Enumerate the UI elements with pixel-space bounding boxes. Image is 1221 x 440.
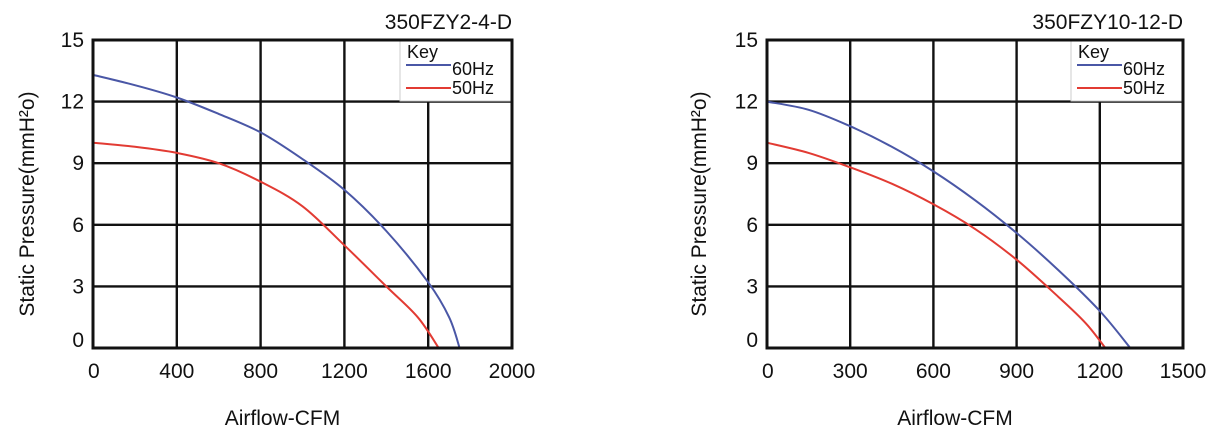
y-tick-label: 6 <box>746 214 758 237</box>
x-axis-label: Airflow-CFM <box>897 407 1013 430</box>
x-tick-label: 600 <box>916 360 951 383</box>
plot-frame <box>765 38 1185 350</box>
series-line-50hz <box>92 141 440 349</box>
legend-title: Key <box>1078 42 1109 62</box>
legend-label-50hz: 50Hz <box>1123 78 1165 98</box>
series-line-60hz <box>92 73 461 349</box>
y-tick-label: 6 <box>72 214 84 237</box>
x-tick-label: 400 <box>159 360 194 383</box>
x-tick-label: 300 <box>833 360 868 383</box>
y-tick-label: 12 <box>735 91 758 114</box>
legend-label-50hz: 50Hz <box>452 78 494 98</box>
y-tick-label: 12 <box>61 91 84 114</box>
y-tick-label: 0 <box>72 329 84 352</box>
y-tick-label: 3 <box>746 275 758 298</box>
y-tick-label: 3 <box>72 275 84 298</box>
x-tick-label: 1600 <box>405 360 452 383</box>
chart-title: 350FZY10-12-D <box>1032 11 1183 34</box>
series-line-60hz <box>766 100 1132 349</box>
y-tick-label: 9 <box>746 152 758 175</box>
y-tick-label: 0 <box>746 329 758 352</box>
chart-title: 350FZY2-4-D <box>385 11 512 34</box>
x-tick-label: 2000 <box>489 360 536 383</box>
y-tick-label: 9 <box>72 152 84 175</box>
legend-box <box>1070 40 1183 102</box>
y-axis-label: Static Pressure(mmH²o) <box>16 91 39 316</box>
x-tick-label: 1200 <box>1076 360 1123 383</box>
x-tick-label: 1200 <box>321 360 368 383</box>
x-axis-label: Airflow-CFM <box>225 407 341 430</box>
x-tick-label: 800 <box>243 360 278 383</box>
y-tick-label: 15 <box>735 29 758 52</box>
x-tick-label: 1500 <box>1160 360 1207 383</box>
x-tick-label: 0 <box>88 360 100 383</box>
y-tick-label: 15 <box>61 29 84 52</box>
legend-label-60hz: 60Hz <box>452 59 494 79</box>
plot-frame <box>91 38 514 350</box>
y-axis-label: Static Pressure(mmH²o) <box>688 91 711 316</box>
legend-label-60hz: 60Hz <box>1123 59 1165 79</box>
series-line-50hz <box>766 141 1107 349</box>
legend-title: Key <box>407 42 438 62</box>
legend-box <box>399 40 512 102</box>
x-tick-label: 900 <box>999 360 1034 383</box>
x-tick-label: 0 <box>762 360 774 383</box>
